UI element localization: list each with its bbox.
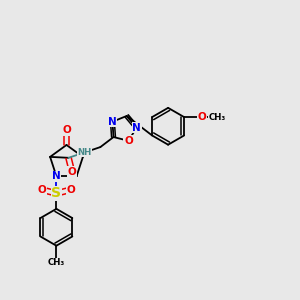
Text: N: N bbox=[108, 117, 117, 127]
Text: O: O bbox=[66, 185, 75, 195]
Text: O: O bbox=[68, 167, 76, 177]
Text: CH₃: CH₃ bbox=[48, 258, 65, 267]
Text: N: N bbox=[52, 171, 61, 181]
Text: N: N bbox=[132, 123, 141, 133]
Text: O: O bbox=[124, 136, 133, 146]
Text: O: O bbox=[62, 125, 71, 135]
Text: O: O bbox=[38, 185, 46, 195]
Text: CH₃: CH₃ bbox=[208, 112, 225, 122]
Text: S: S bbox=[51, 186, 62, 200]
Text: O: O bbox=[197, 112, 206, 122]
Text: NH: NH bbox=[78, 148, 92, 157]
